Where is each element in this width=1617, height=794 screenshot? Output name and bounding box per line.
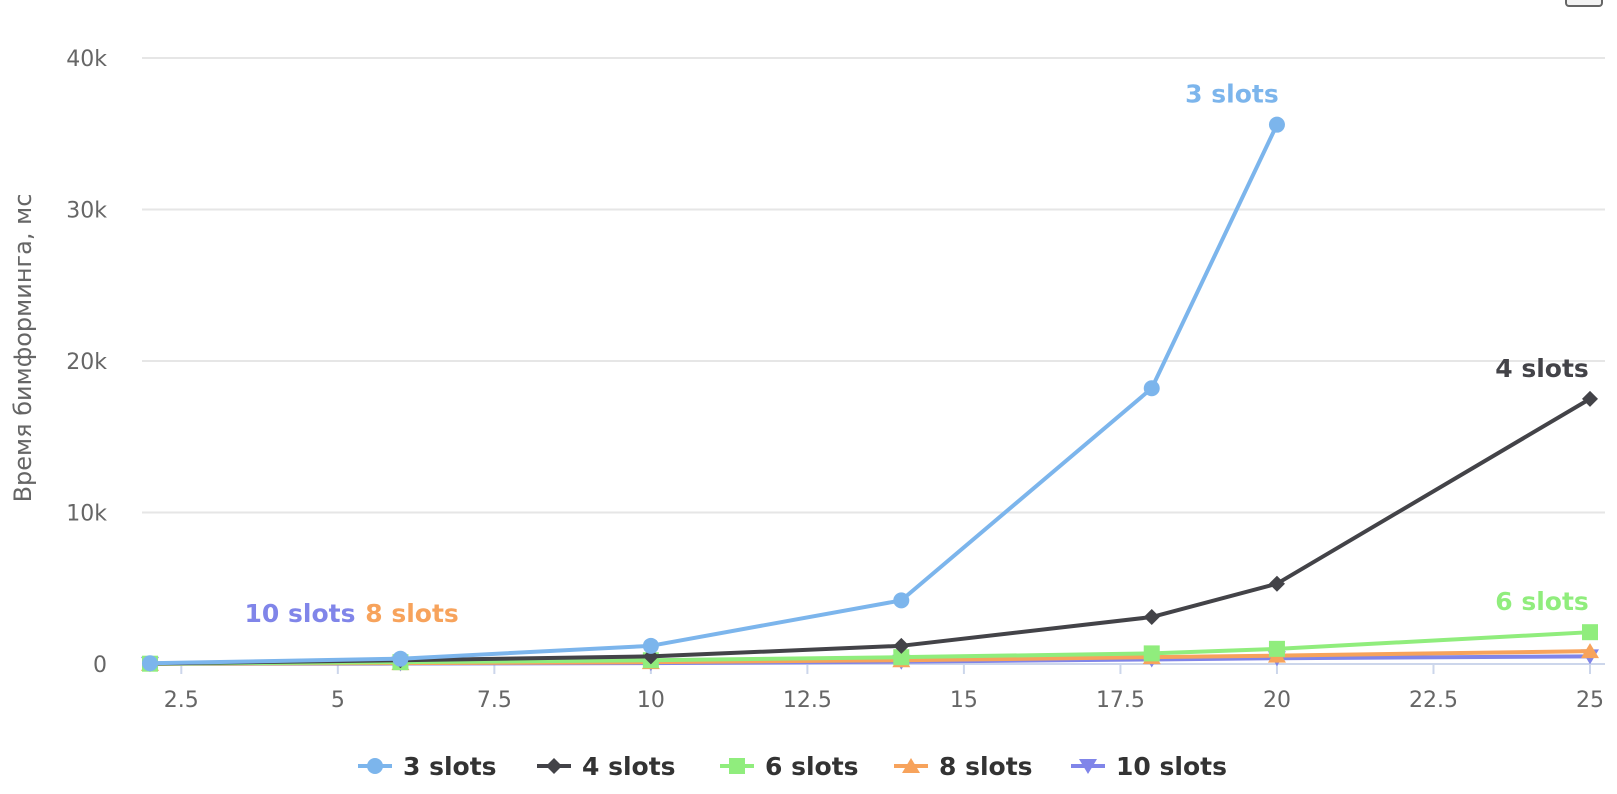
x-tick-label: 2.5 [164,688,199,713]
x-tick-label: 12.5 [783,688,832,713]
x-tick-label: 7.5 [477,688,512,713]
series-group [141,116,1599,672]
legend-item[interactable]: 10 slots [1071,752,1227,781]
series-label: 10 slots [245,599,356,628]
data-point [1582,624,1598,641]
x-tick-label: 10 [637,688,665,713]
data-point [1268,575,1285,592]
x-tick-label: 22.5 [1409,688,1458,713]
series-end-label: 3 slots [1185,80,1279,109]
data-point [1143,645,1160,662]
y-axis-title: Время бимформинга, мс [9,194,37,503]
y-tick-label: 0 [93,653,107,678]
legend-item[interactable]: 4 slots [537,752,676,781]
x-tick-label: 15 [950,688,978,713]
x-tick-label: 25 [1576,688,1604,713]
legend-marker [902,758,920,773]
data-point [1268,116,1285,133]
data-point [893,637,910,654]
x-tick-label: 20 [1263,688,1291,713]
y-axis-ticks: 0 10k 20k 30k 40k [66,47,107,678]
data-point [642,637,659,654]
series-end-label: 4 slots [1495,354,1589,383]
data-point [1143,609,1160,626]
y-tick-label: 20k [66,350,107,375]
x-axis: 2.5 5 7.5 10 12.5 15 17.5 20 22.5 25 [142,663,1605,713]
x-tick-label: 5 [331,688,345,713]
data-point [142,655,158,672]
y-tick-label: 30k [66,199,107,224]
grid-lines [142,57,1605,514]
series-4-slots [142,390,1598,672]
series-end-label: 6 slots [1495,587,1589,616]
legend-label: 6 slots [765,752,859,781]
legend-item[interactable]: 3 slots [358,752,497,781]
legend-label: 3 slots [403,752,497,781]
legend: 3 slots 4 slots 6 slots 8 slots 10 slots [358,752,1227,781]
legend-marker [729,758,745,774]
series-3-slots [142,116,1285,672]
legend-label: 10 slots [1116,752,1227,781]
series-line [149,123,1279,666]
legend-label: 4 slots [582,752,676,781]
data-point [1581,643,1599,659]
data-point [893,592,910,609]
series-label: 8 slots [365,599,459,628]
data-point [1143,380,1160,397]
x-tick-label: 17.5 [1096,688,1145,713]
series-labels: 3 slots 4 slots 6 slots 8 slots 10 slots [245,80,1589,628]
legend-marker [546,758,562,774]
data-point [893,649,910,666]
legend-marker [1079,759,1097,774]
data-point [1268,640,1285,657]
y-tick-label: 10k [66,502,107,527]
legend-label: 8 slots [939,752,1033,781]
legend-marker [367,758,383,774]
legend-item[interactable]: 8 slots [894,752,1033,781]
export-menu-button[interactable] [1565,0,1603,7]
data-point [1582,390,1598,407]
data-point [392,650,409,667]
y-tick-label: 40k [66,47,107,72]
legend-item[interactable]: 6 slots [720,752,859,781]
